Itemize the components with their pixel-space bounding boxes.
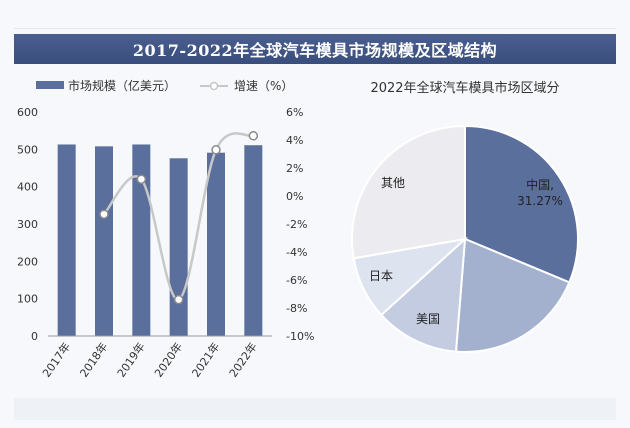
y-right-tick-label: -6%	[286, 274, 307, 287]
pie-title: 2022年全球汽车模具市场区域分	[370, 80, 559, 96]
y-right-tick-label: 0%	[286, 190, 303, 203]
pie-slice-label: 中国,	[526, 177, 554, 192]
bar	[132, 144, 151, 336]
pie-slice	[454, 237, 571, 353]
pie-slice	[351, 124, 466, 260]
y-right-tick-label: 6%	[286, 106, 303, 119]
y-right-tick-label: -2%	[286, 218, 307, 231]
legend-line-marker	[209, 81, 219, 91]
bars-layer	[57, 144, 263, 336]
top-divider	[14, 6, 616, 29]
growth-point	[173, 294, 184, 305]
x-tick-label: 2021年	[189, 340, 223, 380]
y-left-tick-label: 100	[17, 293, 38, 306]
bar	[244, 145, 263, 336]
pie-slice-label: 日本	[369, 269, 393, 283]
bar	[207, 152, 225, 336]
title-bar: 2017-2022年全球汽车模具市场规模及区域结构	[14, 34, 616, 64]
y-right-tick-label: -10%	[286, 330, 314, 343]
legend: 市场规模（亿美元） 增速（%）	[36, 78, 293, 93]
line-layer	[99, 131, 259, 305]
legend-line-label: 增速（%）	[234, 79, 293, 93]
y-right-tick-label: -4%	[286, 246, 307, 259]
pie-slice-value-label: 31.27%	[517, 194, 563, 208]
legend-bar-label: 市场规模（亿美元）	[68, 78, 176, 93]
x-tick-label: 2018年	[77, 340, 111, 380]
bottom-bar	[14, 398, 616, 420]
y-left-tick-label: 300	[17, 218, 38, 231]
y-left-tick-label: 400	[17, 181, 38, 194]
pie-slice-label: 其他	[381, 176, 405, 190]
growth-point	[136, 174, 147, 184]
y-right-tick-label: -8%	[286, 302, 307, 315]
x-tick-label: 2020年	[151, 340, 185, 380]
y-right-tick-label: 4%	[286, 134, 303, 147]
legend-bar-swatch	[36, 81, 64, 89]
pie-slice-label: 美国	[416, 312, 440, 326]
growth-point	[248, 131, 259, 141]
page-title: 2017-2022年全球汽车模具市场规模及区域结构	[132, 41, 498, 60]
growth-point	[99, 209, 109, 219]
bar	[169, 158, 188, 336]
growth-point	[211, 145, 221, 155]
y-left-tick-label: 0	[31, 330, 38, 343]
y-left-tick-label: 200	[17, 255, 38, 268]
y-right-tick-label: 2%	[286, 162, 303, 175]
y-left-tick-label: 500	[17, 143, 38, 156]
pie-slice	[379, 236, 467, 353]
y-left-tick-label: 600	[17, 106, 38, 119]
x-tick-label: 2019年	[114, 340, 148, 380]
pie-slice	[464, 124, 579, 284]
bar	[95, 146, 113, 336]
pie-layer: 中国, 31.27% 美国 日本 其他	[351, 124, 579, 353]
bar	[57, 144, 76, 336]
x-tick-label: 2017年	[39, 340, 73, 380]
x-tick-label: 2022年	[226, 340, 260, 380]
